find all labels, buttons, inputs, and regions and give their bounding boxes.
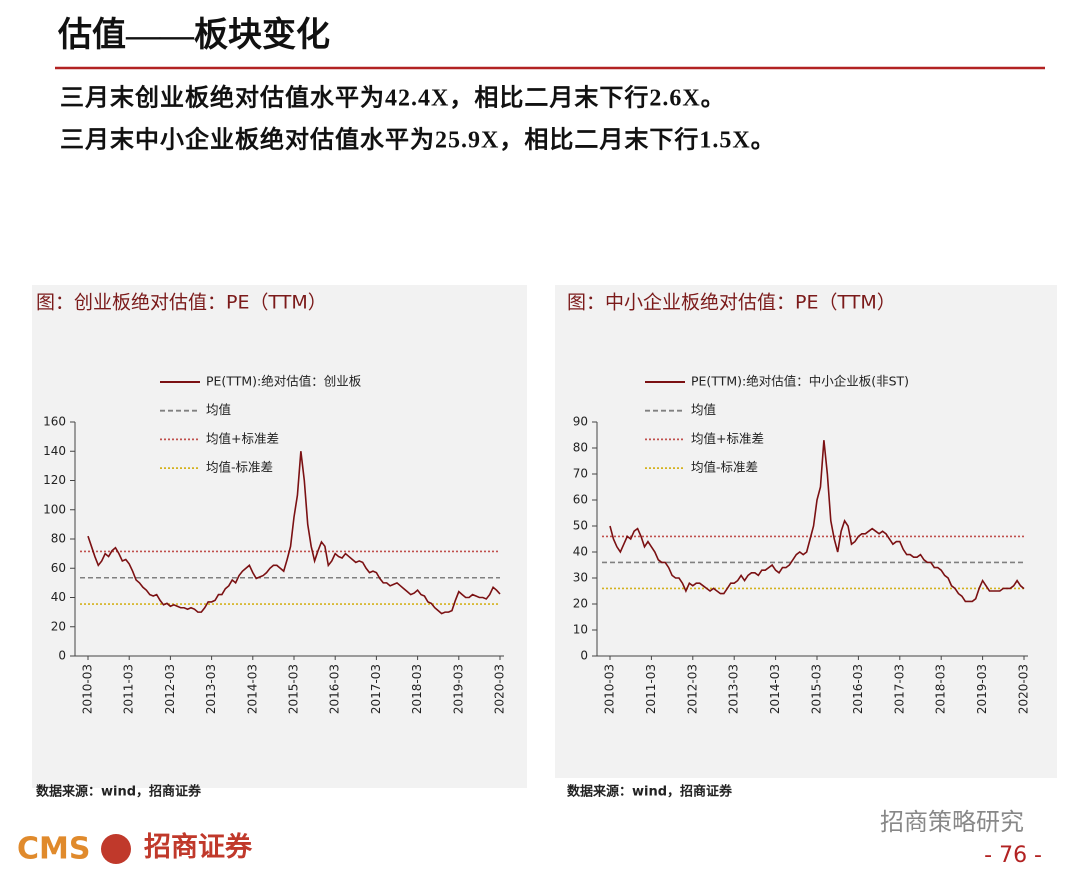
x-tick-label: 2010-03 [603, 664, 617, 714]
legend-label: 均值 [691, 402, 716, 417]
y-tick-label: 60 [573, 493, 588, 507]
legend-label: 均值-标准差 [691, 460, 758, 475]
x-tick-label: 2018-03 [410, 664, 424, 714]
slide-title: 估值——板块变化 [57, 16, 330, 54]
x-tick-label: 2012-03 [685, 664, 699, 714]
x-tick-label: 2014-03 [245, 664, 259, 714]
x-tick-label: 2013-03 [727, 664, 741, 714]
y-tick-label: 120 [43, 473, 66, 487]
x-tick-label: 2012-03 [163, 664, 177, 714]
x-tick-label: 2011-03 [122, 664, 136, 714]
series-line [609, 440, 1025, 603]
logo-emblem [101, 834, 131, 864]
chart-caption: 图：中小企业板绝对估值：PE（TTM） [567, 292, 896, 314]
x-tick-label: 2011-03 [644, 664, 658, 714]
y-tick-label: 30 [573, 571, 588, 585]
y-tick-label: 140 [43, 444, 66, 458]
series-line [87, 451, 501, 615]
x-tick-label: 2016-03 [328, 664, 342, 714]
x-tick-label: 2019-03 [975, 664, 989, 714]
x-tick-label: 2017-03 [892, 664, 906, 714]
y-tick-label: 0 [580, 649, 588, 663]
y-tick-label: 20 [573, 597, 588, 611]
chart-source: 数据来源：wind，招商证券 [36, 784, 202, 800]
watermark: 招商策略研究 [880, 808, 1024, 836]
y-tick-label: 0 [58, 649, 66, 663]
x-tick-label: 2019-03 [451, 664, 465, 714]
chart-panel [32, 285, 527, 788]
y-tick-label: 80 [51, 532, 66, 546]
x-tick-label: 2016-03 [851, 664, 865, 714]
x-tick-label: 2014-03 [768, 664, 782, 714]
x-tick-label: 2013-03 [204, 664, 218, 714]
legend-label: 均值 [206, 402, 231, 417]
y-tick-label: 20 [51, 619, 66, 633]
legend-label: 均值+标准差 [206, 431, 279, 446]
x-tick-label: 2015-03 [810, 664, 824, 714]
y-tick-label: 40 [573, 545, 588, 559]
x-tick-label: 2010-03 [81, 664, 95, 714]
logo: CMS [17, 832, 90, 867]
y-tick-label: 90 [573, 415, 588, 429]
chart-caption: 图：创业板绝对估值：PE（TTM） [36, 292, 327, 314]
x-tick-label: 2018-03 [934, 664, 948, 714]
y-tick-label: 70 [573, 467, 588, 481]
x-tick-label: 2017-03 [369, 664, 383, 714]
company-name: 招商证券 [144, 831, 253, 862]
chart-source: 数据来源：wind，招商证券 [567, 784, 733, 800]
page-number: - 76 - [984, 843, 1042, 868]
legend-label: PE(TTM):绝对估值：中小企业板(非ST) [691, 374, 909, 389]
x-tick-label: 2015-03 [287, 664, 301, 714]
legend-label: PE(TTM):绝对估值：创业板 [206, 374, 362, 389]
y-tick-label: 40 [51, 590, 66, 604]
x-tick-label: 2020-03 [493, 664, 507, 714]
y-tick-label: 160 [43, 415, 66, 429]
x-tick-label: 2020-03 [1017, 664, 1031, 714]
y-tick-label: 80 [573, 441, 588, 455]
y-tick-label: 100 [43, 502, 66, 516]
y-tick-label: 60 [51, 561, 66, 575]
y-tick-label: 50 [573, 519, 588, 533]
y-tick-label: 10 [573, 623, 588, 637]
legend-label: 均值+标准差 [691, 431, 764, 446]
legend-label: 均值-标准差 [206, 460, 273, 475]
bullet: 三月末创业板绝对估值水平为42.4X，相比二月末下行2.6X。 [60, 84, 726, 112]
bullet: 三月末中小企业板绝对估值水平为25.9X，相比二月末下行1.5X。 [60, 126, 776, 154]
